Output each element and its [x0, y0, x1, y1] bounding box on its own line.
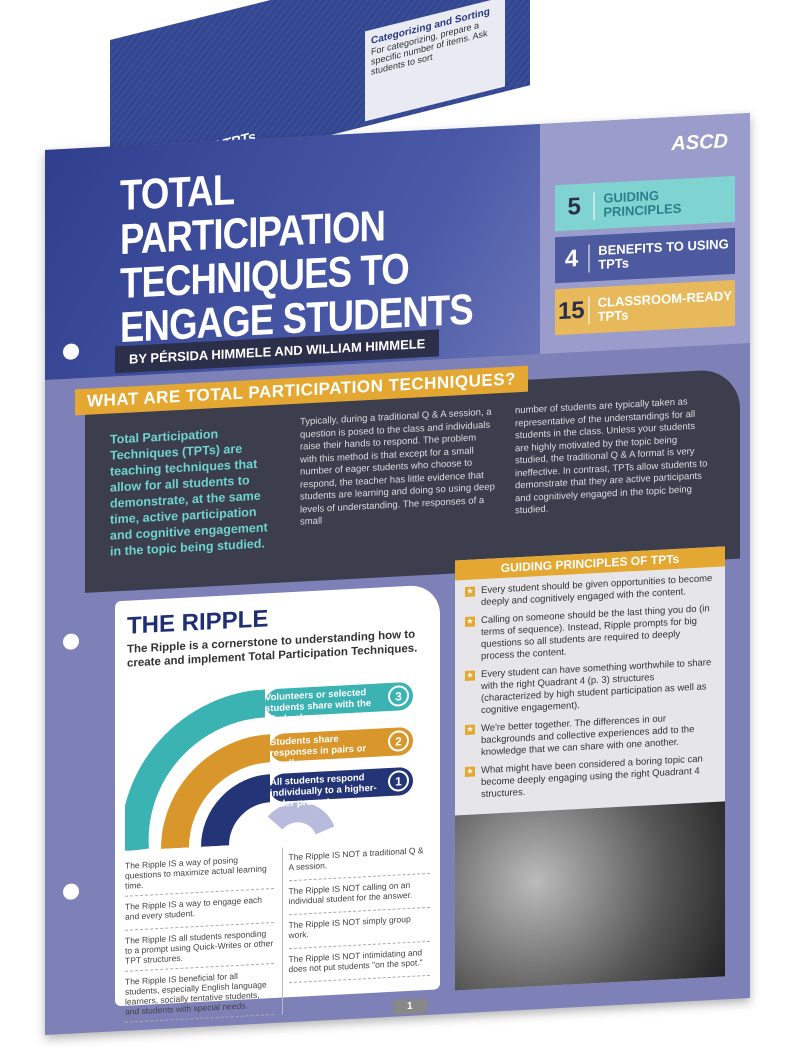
- page-number: 1: [393, 998, 427, 1015]
- item-text: We're better together. The differences i…: [481, 713, 695, 759]
- star-bullet-icon: ★: [465, 586, 475, 597]
- stat-benefits: 4 BENEFITS TO USING TPTs: [555, 227, 735, 284]
- item-text: Calling on someone should be the last th…: [481, 603, 710, 663]
- guide-title: TOTAL PARTICIPATION TECHNIQUES TO ENGAGE…: [120, 166, 473, 353]
- stat-number: 5: [567, 192, 581, 221]
- stat-guiding-principles: 5 GUIDING PRINCIPLES: [555, 175, 735, 232]
- ripple-is-is-not-table: The Ripple IS a way of posing questions …: [125, 839, 430, 1023]
- ripple-diagram: Volunteers or selected students share wi…: [125, 655, 425, 851]
- back-page-inset: Categorizing and Sorting For categorizin…: [365, 0, 505, 122]
- star-bullet-icon: ★: [465, 766, 475, 777]
- list-item: ★ We're better together. The differences …: [465, 711, 715, 760]
- list-item: ★ What might have been considered a borin…: [465, 753, 715, 802]
- ripple-is-column: The Ripple IS a way of posing questions …: [125, 848, 274, 1023]
- stat-number: 4: [564, 245, 579, 273]
- star-bullet-icon: ★: [465, 724, 475, 735]
- item-text: Every student can have something worthwh…: [481, 657, 712, 717]
- level-number: 3: [388, 684, 409, 708]
- students-photo: [455, 801, 725, 991]
- body-column-1: Typically, during a traditional Q & A se…: [300, 406, 495, 528]
- stats-panel: ASCD 5 GUIDING PRINCIPLES 4 BENEFITS TO US…: [540, 113, 750, 355]
- is-not-item: The Ripple IS NOT intimidating and does …: [288, 941, 430, 984]
- binder-hole: [63, 883, 79, 901]
- stat-number: 15: [557, 296, 585, 326]
- is-item: The Ripple IS beneficial for all student…: [125, 964, 274, 1023]
- stat-label: GUIDING PRINCIPLES: [593, 184, 735, 221]
- star-bullet-icon: ★: [465, 616, 475, 627]
- lead-text: Total Participation Techniques (TPTs) ar…: [110, 426, 268, 559]
- ripple-is-not-column: The Ripple IS NOT a traditional Q & A se…: [281, 839, 430, 1015]
- cover-header: TOTAL PARTICIPATION TECHNIQUES TO ENGAGE…: [45, 124, 540, 380]
- list-item: ★ Calling on someone should be the last t…: [465, 603, 715, 664]
- guiding-list: ★ Every student should be given opportuni…: [455, 566, 725, 814]
- list-item: ★ Every student can have something worthw…: [465, 657, 715, 718]
- ripple-arcs: [125, 689, 335, 851]
- guiding-principles-section: GUIDING PRINCIPLES OF TPTs ★ Every studen…: [455, 546, 725, 991]
- ripple-section: THE RIPPLE The Ripple is a cornerstone t…: [115, 584, 440, 1023]
- stat-classroom-ready: 15 CLASSROOM-READY TPTs: [555, 279, 735, 336]
- quick-reference-guide: TOTAL PARTICIPATION TECHNIQUES TO ENGAGE…: [45, 113, 750, 1036]
- ascd-logo: ASCD: [671, 130, 728, 156]
- level-number: 1: [388, 769, 409, 793]
- item-text: What might have been considered a boring…: [481, 753, 703, 801]
- body-column-2: number of students are typically taken a…: [515, 396, 708, 517]
- level-number: 2: [388, 729, 409, 753]
- star-bullet-icon: ★: [465, 670, 475, 681]
- stat-label: BENEFITS TO USING TPTs: [588, 236, 735, 273]
- stat-label: CLASSROOM-READY TPTs: [587, 288, 735, 325]
- binder-hole: [63, 633, 79, 651]
